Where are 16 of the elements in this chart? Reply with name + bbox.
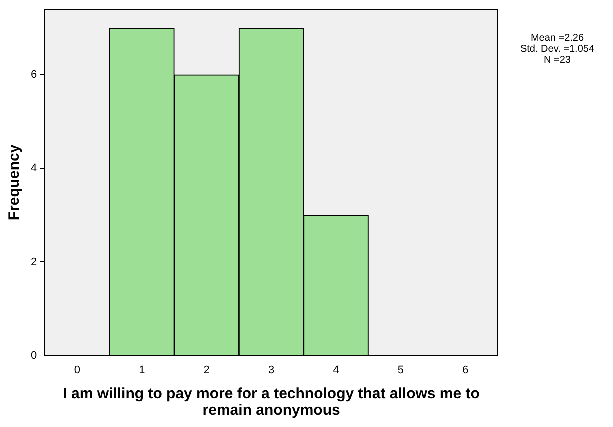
x-tick-label: 5	[398, 364, 404, 376]
text: Std. Dev. =1.054	[519, 44, 596, 55]
y-tick-label: 2	[30, 256, 38, 268]
y-tick-label: 6	[30, 69, 38, 82]
x-tick-label: 4	[333, 364, 340, 376]
text: Mean =2.26	[530, 33, 586, 44]
x-tick-label: 0	[74, 364, 81, 376]
y-axis-title: Frequency	[6, 144, 24, 221]
x-tick-label: 3	[268, 364, 275, 376]
x-axis-title: I am willing to pay more for a technology that allows me to remain anonymous	[63, 385, 480, 419]
x-tick-label: 1	[139, 364, 146, 376]
y-tick-label: 4	[30, 162, 38, 175]
x-tick-label: 6	[462, 364, 469, 376]
y-tick-label: 0	[30, 350, 38, 362]
x-tick-label: 2	[204, 364, 210, 376]
text: N =23	[543, 55, 572, 66]
